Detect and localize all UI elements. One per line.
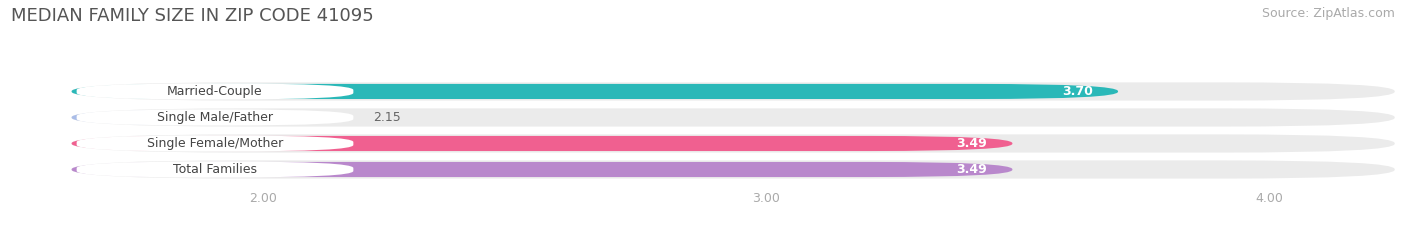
Text: Total Families: Total Families	[173, 163, 257, 176]
Text: 3.49: 3.49	[956, 137, 987, 150]
FancyBboxPatch shape	[77, 110, 353, 126]
Text: 2.15: 2.15	[374, 111, 401, 124]
FancyBboxPatch shape	[77, 135, 353, 151]
FancyBboxPatch shape	[72, 162, 1012, 177]
FancyBboxPatch shape	[72, 82, 1395, 101]
Text: 3.70: 3.70	[1062, 85, 1092, 98]
FancyBboxPatch shape	[72, 108, 1395, 127]
FancyBboxPatch shape	[77, 83, 353, 99]
FancyBboxPatch shape	[72, 134, 1395, 153]
Text: Single Male/Father: Single Male/Father	[157, 111, 273, 124]
Text: Single Female/Mother: Single Female/Mother	[146, 137, 283, 150]
FancyBboxPatch shape	[72, 84, 1118, 99]
FancyBboxPatch shape	[72, 136, 1012, 151]
Text: 3.49: 3.49	[956, 163, 987, 176]
Text: MEDIAN FAMILY SIZE IN ZIP CODE 41095: MEDIAN FAMILY SIZE IN ZIP CODE 41095	[11, 7, 374, 25]
Text: Source: ZipAtlas.com: Source: ZipAtlas.com	[1261, 7, 1395, 20]
FancyBboxPatch shape	[77, 161, 353, 178]
FancyBboxPatch shape	[72, 160, 1395, 179]
FancyBboxPatch shape	[72, 110, 339, 125]
Text: Married-Couple: Married-Couple	[167, 85, 263, 98]
